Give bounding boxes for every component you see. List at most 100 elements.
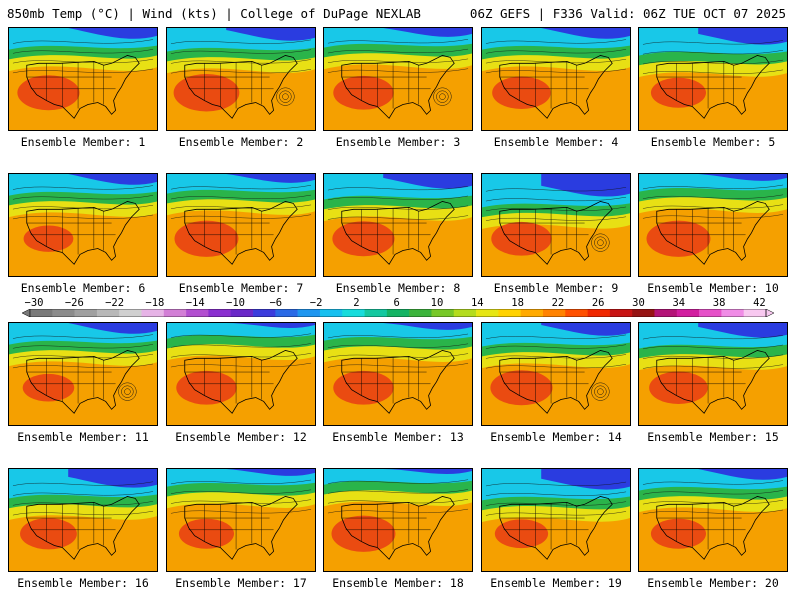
colorbar-swatch [297,309,321,317]
temperature-field [482,469,630,571]
ensemble-member-label: Ensemble Member: 3 [335,135,461,149]
colorbar-swatch [275,309,298,317]
colorbar-swatch [476,309,499,317]
ensemble-member-label: Ensemble Member: 15 [647,430,779,444]
colorbar-swatch [721,309,744,317]
ensemble-member-label: Ensemble Member: 10 [647,281,779,295]
colorbar-tick-label: 30 [632,297,645,309]
colorbar-swatch [52,309,75,317]
colorbar-swatch [632,309,655,317]
ensemble-member-map [8,322,158,426]
colorbar-tick-label: −2 [309,297,323,309]
ensemble-member-map [638,322,788,426]
colorbar-swatch [141,309,165,317]
temperature-field [9,174,157,276]
colorbar-min-arrow [22,309,31,317]
colorbar-tick-label: −14 [185,297,205,309]
colorbar-tick-label: −6 [269,297,283,309]
ensemble-member-map [323,27,473,131]
ensemble-member-label: Ensemble Member: 19 [490,576,622,590]
colorbar-max-arrow [765,309,774,317]
colorbar-tick-label: 14 [470,297,484,309]
colorbar-swatch [364,309,388,317]
colorbar-swatch [587,309,611,317]
ensemble-member-label: Ensemble Member: 13 [332,430,464,444]
colorbar-tick-label: −10 [226,297,245,309]
ensemble-member-map [166,27,316,131]
temperature-field [9,28,157,130]
ensemble-member-map [481,468,631,572]
temperature-field [9,469,157,571]
colorbar-swatch [498,309,521,317]
colorbar-tick-label: 42 [753,297,766,309]
ensemble-member-map [323,322,473,426]
temperature-field [482,323,630,425]
colorbar-tick-label: −22 [105,297,125,309]
colorbar-tick-label: 38 [712,297,726,309]
temperature-field [324,323,472,425]
ensemble-member-label: Ensemble Member: 4 [493,135,619,149]
colorbar-swatch [676,309,700,317]
colorbar-swatch [386,309,410,317]
colorbar-swatch [654,309,678,317]
ensemble-member-map [166,322,316,426]
valid-time: 06Z GEFS | F336 Valid: 06Z TUE OCT 07 20… [469,6,786,21]
temperature-field [324,28,472,130]
ensemble-member-map [481,173,631,277]
temperature-field [482,28,630,130]
colorbar-swatch [253,309,276,317]
colorbar-tick-label: 34 [672,297,686,309]
temperature-field [639,28,787,130]
ensemble-member-map [638,468,788,572]
colorbar-swatch [409,309,432,317]
ensemble-member-label: Ensemble Member: 14 [490,430,622,444]
temperature-field [324,469,472,571]
temperature-field [167,323,315,425]
ensemble-member-label: Ensemble Member: 16 [17,576,149,590]
colorbar-swatch [431,309,455,317]
colorbar-swatch [542,309,566,317]
map-title: 850mb Temp (°C) | Wind (kts) | College o… [7,6,421,21]
ensemble-member-map [8,173,158,277]
ensemble-member-map [166,173,316,277]
temperature-field [167,174,315,276]
colorbar-swatch [565,309,588,317]
ensemble-member-label: Ensemble Member: 18 [332,576,464,590]
ensemble-member-map [323,173,473,277]
colorbar-tick-label: 2 [353,297,360,309]
temperature-field [167,28,315,130]
colorbar-swatch [186,309,209,317]
colorbar-swatch [96,309,120,317]
ensemble-member-map [638,173,788,277]
ensemble-member-label: Ensemble Member: 1 [20,135,146,149]
colorbar-swatch [163,309,187,317]
colorbar-tick-label: 6 [393,297,400,309]
colorbar-swatch [30,309,53,317]
ensemble-member-map [8,27,158,131]
ensemble-member-map [8,468,158,572]
ensemble-member-label: Ensemble Member: 2 [178,135,304,149]
colorbar-tick-labels: −30 −26 −22 −18 −14 −10 −6 −2 2 6 10 14 18 22 26 30 34 38… [0,297,800,309]
colorbar-swatch [119,309,142,317]
ensemble-member-map [166,468,316,572]
colorbar-swatch [609,309,633,317]
colorbar-swatch [520,309,544,317]
ensemble-member-map [481,322,631,426]
colorbar-tick-label: 22 [551,297,565,309]
temperature-field [482,174,630,276]
temperature-field [639,323,787,425]
colorbar-tick-label: 26 [591,297,605,309]
colorbar-swatch [453,309,477,317]
colorbar-tick-label: −30 [24,297,44,309]
ensemble-member-label: Ensemble Member: 6 [20,281,146,295]
ensemble-member-map [481,27,631,131]
ensemble-member-label: Ensemble Member: 8 [335,281,461,295]
ensemble-member-label: Ensemble Member: 20 [647,576,779,590]
temperature-field [639,174,787,276]
temperature-field [324,174,472,276]
ensemble-member-map [323,468,473,572]
ensemble-member-label: Ensemble Member: 7 [178,281,304,295]
ensemble-member-label: Ensemble Member: 17 [175,576,307,590]
ensemble-member-label: Ensemble Member: 12 [175,430,307,444]
colorbar-swatch [230,309,254,317]
